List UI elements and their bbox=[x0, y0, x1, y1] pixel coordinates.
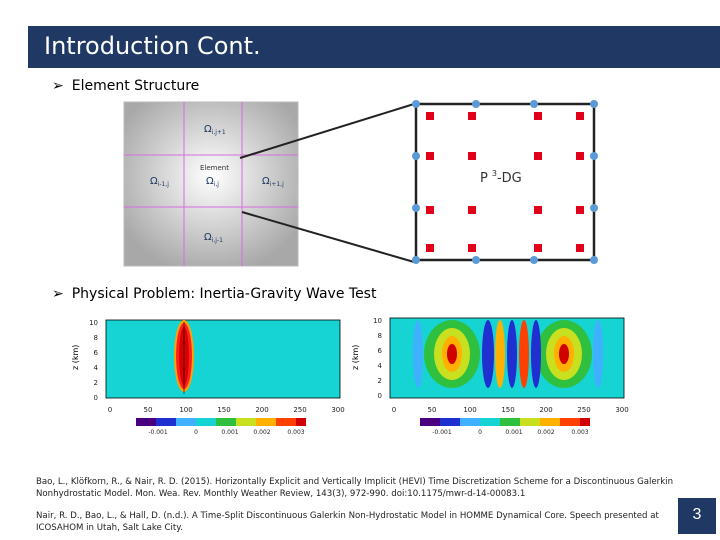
cell-center-label: Ωi,j bbox=[206, 176, 219, 188]
element-node bbox=[590, 152, 598, 160]
y-tick: 6 bbox=[94, 349, 99, 357]
element-nodes bbox=[412, 100, 598, 264]
x-tick: 300 bbox=[615, 406, 628, 414]
element-node bbox=[412, 152, 420, 160]
element-node bbox=[412, 256, 420, 264]
quadrature-point bbox=[426, 112, 434, 120]
quadrature-point bbox=[576, 244, 584, 252]
element-node bbox=[590, 100, 598, 108]
y-axis-label: z (km) bbox=[72, 345, 80, 370]
page-number: 3 bbox=[692, 506, 702, 523]
y-tick: 8 bbox=[378, 332, 382, 340]
quadrature-point bbox=[576, 112, 584, 120]
x-tick: 100 bbox=[179, 406, 192, 414]
wave-contours bbox=[413, 320, 603, 388]
colorbar-tick: 0.001 bbox=[221, 429, 238, 436]
y-tick: 2 bbox=[94, 379, 98, 387]
y-tick: 0 bbox=[94, 394, 98, 402]
quadrature-point bbox=[534, 206, 542, 214]
title-bar: Introduction Cont. bbox=[28, 26, 720, 68]
colorbar-tick: 0.003 bbox=[571, 429, 588, 436]
wave-plot-right: z (km) 10 8 6 4 2 0 0 50 100 150 200 250… bbox=[352, 317, 629, 436]
quadrature-point bbox=[576, 206, 584, 214]
p3-dg-label: P 3-DG bbox=[480, 169, 522, 186]
x-tick: 0 bbox=[108, 406, 112, 414]
quadrature-point bbox=[468, 206, 476, 214]
y-axis-label: z (km) bbox=[352, 345, 360, 370]
cell-right-label: Ωi+1,j bbox=[262, 176, 284, 188]
x-tick: 50 bbox=[144, 406, 153, 414]
y-tick: 10 bbox=[89, 319, 98, 327]
bullet-text: Element Structure bbox=[71, 78, 200, 94]
x-tick: 150 bbox=[501, 406, 514, 414]
colorbar-tick: 0.002 bbox=[253, 429, 270, 436]
colorbar-tick: -0.001 bbox=[148, 429, 168, 436]
colorbar-tick: 0 bbox=[194, 429, 198, 436]
page-number-box: 3 bbox=[678, 498, 716, 534]
colorbar-tick: -0.001 bbox=[432, 429, 452, 436]
element-node bbox=[472, 100, 480, 108]
element-node bbox=[530, 256, 538, 264]
quadrature-point bbox=[426, 152, 434, 160]
element-node bbox=[412, 204, 420, 212]
x-tick: 200 bbox=[539, 406, 552, 414]
quadrature-point bbox=[534, 112, 542, 120]
cell-bottom-label: Ωi,j-1 bbox=[204, 232, 223, 244]
y-tick: 0 bbox=[378, 392, 382, 400]
element-label: Element bbox=[200, 164, 229, 172]
reference-2: Nair, R. D., Bao, L., & Hall, D. (n.d.).… bbox=[36, 511, 659, 533]
y-tick: 4 bbox=[378, 362, 383, 370]
element-node bbox=[590, 256, 598, 264]
element-node bbox=[530, 100, 538, 108]
quadrature-points bbox=[426, 112, 584, 252]
x-tick: 50 bbox=[428, 406, 437, 414]
y-tick: 2 bbox=[378, 377, 382, 385]
x-tick: 100 bbox=[463, 406, 476, 414]
colorbar-tick: 0.001 bbox=[505, 429, 522, 436]
arrow-bullet-icon: ➢ bbox=[52, 78, 64, 94]
y-tick: 4 bbox=[94, 364, 99, 372]
element-grid-diagram: Ωi,j+1 Element Ωi,j Ωi-1,j Ωi+1,j Ωi,j-1 bbox=[123, 101, 299, 267]
element-node bbox=[412, 100, 420, 108]
cell-top-label: Ωi,j+1 bbox=[204, 124, 226, 136]
quadrature-point bbox=[426, 244, 434, 252]
bullet-physical-problem: ➢ Physical Problem: Inertia-Gravity Wave … bbox=[52, 286, 376, 302]
bullet-text: Physical Problem: Inertia-Gravity Wave T… bbox=[71, 286, 377, 302]
colorbar-tick: 0.002 bbox=[537, 429, 554, 436]
reference-1: Bao, L., Klöfkorn, R., & Nair, R. D. (20… bbox=[36, 477, 674, 499]
quadrature-point bbox=[426, 206, 434, 214]
colorbar-right bbox=[420, 418, 590, 426]
x-tick: 300 bbox=[331, 406, 344, 414]
element-node bbox=[472, 256, 480, 264]
y-tick: 6 bbox=[378, 347, 383, 355]
arrow-bullet-icon: ➢ bbox=[52, 286, 64, 302]
wave-plot-left: z (km) 10 8 6 4 2 0 0 50 100 150 200 250… bbox=[72, 319, 345, 436]
p3-dg-element-diagram: P 3-DG bbox=[412, 100, 598, 264]
colorbar-tick: 0.003 bbox=[287, 429, 304, 436]
x-tick: 150 bbox=[217, 406, 230, 414]
cell-left-label: Ωi-1,j bbox=[150, 176, 169, 188]
colorbar-tick: 0 bbox=[478, 429, 482, 436]
bullet-element-structure: ➢ Element Structure bbox=[52, 78, 199, 94]
quadrature-point bbox=[468, 112, 476, 120]
quadrature-point bbox=[534, 244, 542, 252]
quadrature-point bbox=[468, 152, 476, 160]
x-tick: 200 bbox=[255, 406, 268, 414]
quadrature-point bbox=[534, 152, 542, 160]
y-tick: 8 bbox=[94, 334, 98, 342]
x-tick: 250 bbox=[577, 406, 590, 414]
colorbar-left bbox=[136, 418, 306, 426]
quadrature-point bbox=[468, 244, 476, 252]
quadrature-point bbox=[576, 152, 584, 160]
element-node bbox=[590, 204, 598, 212]
y-tick: 10 bbox=[373, 317, 382, 325]
x-tick: 0 bbox=[392, 406, 396, 414]
x-tick: 250 bbox=[293, 406, 306, 414]
slide-title: Introduction Cont. bbox=[44, 32, 261, 60]
